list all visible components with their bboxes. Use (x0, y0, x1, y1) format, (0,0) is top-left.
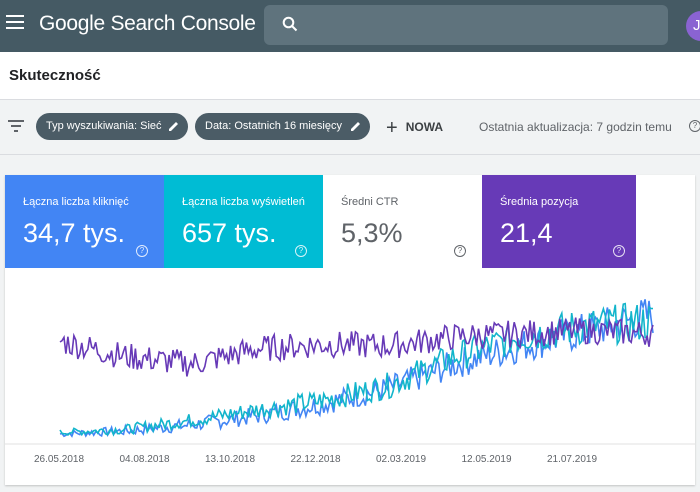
edit-icon (351, 122, 360, 131)
metric-label: Średni CTR (341, 196, 399, 208)
metric-card-impressions[interactable]: Łączna liczba wyświetleń 657 tys.? (164, 175, 323, 268)
page-title: Skuteczność (9, 67, 101, 84)
page-header: Skuteczność (0, 52, 700, 100)
performance-chart: 26.05.2018 04.08.2018 13.10.2018 22.12.2018… (5, 299, 695, 465)
help-icon[interactable]: ? (136, 245, 148, 257)
plus-icon: + (386, 117, 398, 139)
search-icon (282, 16, 298, 32)
series-line-position (59, 317, 654, 377)
new-filter-button[interactable]: + NOWA (386, 117, 444, 139)
app-logo[interactable]: Google Search Console (39, 12, 256, 35)
metric-value: 34,7 tys. (23, 218, 126, 248)
metric-label: Średnia pozycja (500, 196, 579, 208)
search-input[interactable] (264, 5, 668, 45)
series-line-impressions (59, 302, 654, 437)
x-tick-label: 21.07.2019 (547, 454, 597, 465)
help-icon[interactable]: ? (454, 245, 466, 257)
x-tick-label: 26.05.2018 (34, 454, 84, 465)
chip-label: Typ wyszukiwania: Sieć (46, 120, 162, 132)
help-icon[interactable]: ? (613, 245, 625, 257)
performance-panel: Łączna liczba kliknięć 34,7 tys.? Łączna l… (5, 175, 695, 485)
metric-value: 5,3% (341, 218, 403, 248)
chip-label: Data: Ostatnich 16 miesięcy (205, 120, 342, 132)
chip-date-range[interactable]: Data: Ostatnich 16 miesięcy (195, 113, 370, 140)
metric-card-ctr[interactable]: Średni CTR 5,3%? (323, 175, 482, 268)
avatar[interactable]: J (686, 11, 700, 41)
metric-value: 21,4 (500, 218, 553, 248)
chip-search-type[interactable]: Typ wyszukiwania: Sieć (36, 113, 188, 140)
x-tick-label: 22.12.2018 (290, 454, 340, 465)
metric-label: Łączna liczba kliknięć (23, 196, 129, 208)
metric-label: Łączna liczba wyświetleń (182, 196, 305, 208)
filter-bar: Typ wyszukiwania: Sieć Data: Ostatnich 1… (0, 101, 700, 155)
x-tick-label: 02.03.2019 (376, 454, 426, 465)
filter-icon[interactable] (8, 120, 24, 132)
x-tick-label: 04.08.2018 (119, 454, 169, 465)
menu-icon[interactable] (6, 15, 24, 35)
metric-card-clicks[interactable]: Łączna liczba kliknięć 34,7 tys.? (5, 175, 164, 268)
x-tick-label: 12.05.2019 (461, 454, 511, 465)
edit-icon (169, 122, 178, 131)
x-tick-label: 13.10.2018 (205, 454, 255, 465)
series-line-clicks (59, 299, 654, 438)
last-update-text: Ostatnia aktualizacja: 7 godzin temu (479, 120, 672, 134)
metric-card-position[interactable]: Średnia pozycja 21,4? (482, 175, 636, 268)
top-app-bar: Google Search Console J (0, 0, 700, 52)
help-icon[interactable]: ? (295, 245, 307, 257)
help-icon[interactable]: ? (689, 120, 700, 132)
metric-value: 657 tys. (182, 218, 277, 248)
